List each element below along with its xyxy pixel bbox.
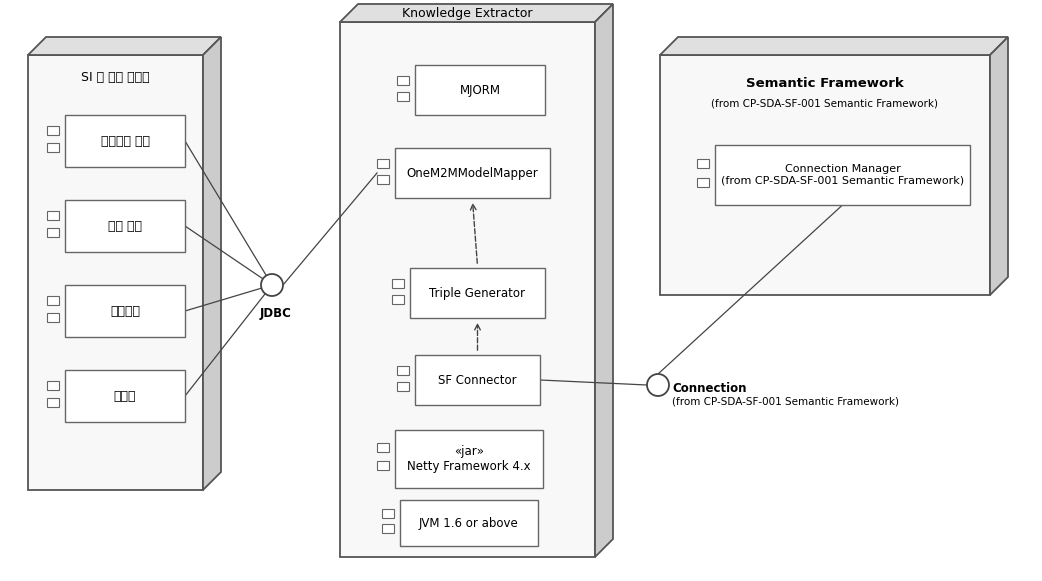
Polygon shape <box>377 174 389 184</box>
Polygon shape <box>595 4 613 557</box>
Polygon shape <box>47 398 59 407</box>
Polygon shape <box>990 37 1008 295</box>
Polygon shape <box>377 443 389 452</box>
Circle shape <box>647 374 669 396</box>
Polygon shape <box>392 295 404 303</box>
Text: SF Connector: SF Connector <box>439 374 517 386</box>
Polygon shape <box>382 524 394 533</box>
Polygon shape <box>415 65 545 115</box>
Polygon shape <box>397 76 410 84</box>
Text: Connection Manager
(from CP-SDA-SF-001 Semantic Framework): Connection Manager (from CP-SDA-SF-001 S… <box>721 164 964 186</box>
Polygon shape <box>382 510 394 518</box>
Polygon shape <box>395 430 543 488</box>
Polygon shape <box>65 285 185 337</box>
Polygon shape <box>47 143 59 152</box>
Polygon shape <box>47 126 59 135</box>
Polygon shape <box>660 55 990 295</box>
Polygon shape <box>65 370 185 422</box>
Text: Knowledge Extractor: Knowledge Extractor <box>402 6 532 20</box>
Text: JVM 1.6 or above: JVM 1.6 or above <box>419 517 519 529</box>
Text: 엔서버: 엔서버 <box>114 389 137 403</box>
Polygon shape <box>65 115 185 167</box>
Text: Semantic Framework: Semantic Framework <box>746 77 903 89</box>
Polygon shape <box>65 200 185 252</box>
Polygon shape <box>340 22 595 557</box>
Polygon shape <box>47 381 59 390</box>
Polygon shape <box>377 461 389 471</box>
Polygon shape <box>415 355 540 405</box>
Polygon shape <box>697 178 709 187</box>
Polygon shape <box>47 211 59 220</box>
Text: MJORM: MJORM <box>460 84 500 96</box>
Text: Triple Generator: Triple Generator <box>429 286 525 299</box>
Text: OneM2MModelMapper: OneM2MModelMapper <box>406 167 539 180</box>
Polygon shape <box>28 37 221 55</box>
Text: Connection: Connection <box>672 382 746 394</box>
Polygon shape <box>392 278 404 288</box>
Polygon shape <box>47 228 59 236</box>
Polygon shape <box>410 268 545 318</box>
Polygon shape <box>47 296 59 305</box>
Text: 센서 정보: 센서 정보 <box>108 220 142 232</box>
Polygon shape <box>400 500 538 546</box>
Polygon shape <box>397 382 410 390</box>
Text: (from CP-SDA-SF-001 Semantic Framework): (from CP-SDA-SF-001 Semantic Framework) <box>672 396 899 406</box>
Polygon shape <box>203 37 221 490</box>
Text: (from CP-SDA-SF-001 Semantic Framework): (from CP-SDA-SF-001 Semantic Framework) <box>712 98 939 108</box>
Polygon shape <box>715 145 970 205</box>
Polygon shape <box>697 159 709 167</box>
Text: SI 시 외부 데이터: SI 시 외부 데이터 <box>81 70 150 84</box>
Text: 날씨정보: 날씨정보 <box>110 304 140 317</box>
Polygon shape <box>47 313 59 322</box>
Polygon shape <box>377 159 389 167</box>
Polygon shape <box>28 55 203 490</box>
Polygon shape <box>397 91 410 101</box>
Text: «jar»
Netty Framework 4.x: «jar» Netty Framework 4.x <box>407 445 530 473</box>
Text: JDBC: JDBC <box>260 307 292 320</box>
Text: 디바이스 정보: 디바이스 정보 <box>100 134 149 148</box>
Polygon shape <box>397 365 410 375</box>
Polygon shape <box>340 4 613 22</box>
Polygon shape <box>660 37 1008 55</box>
Circle shape <box>260 274 283 296</box>
Polygon shape <box>395 148 550 198</box>
